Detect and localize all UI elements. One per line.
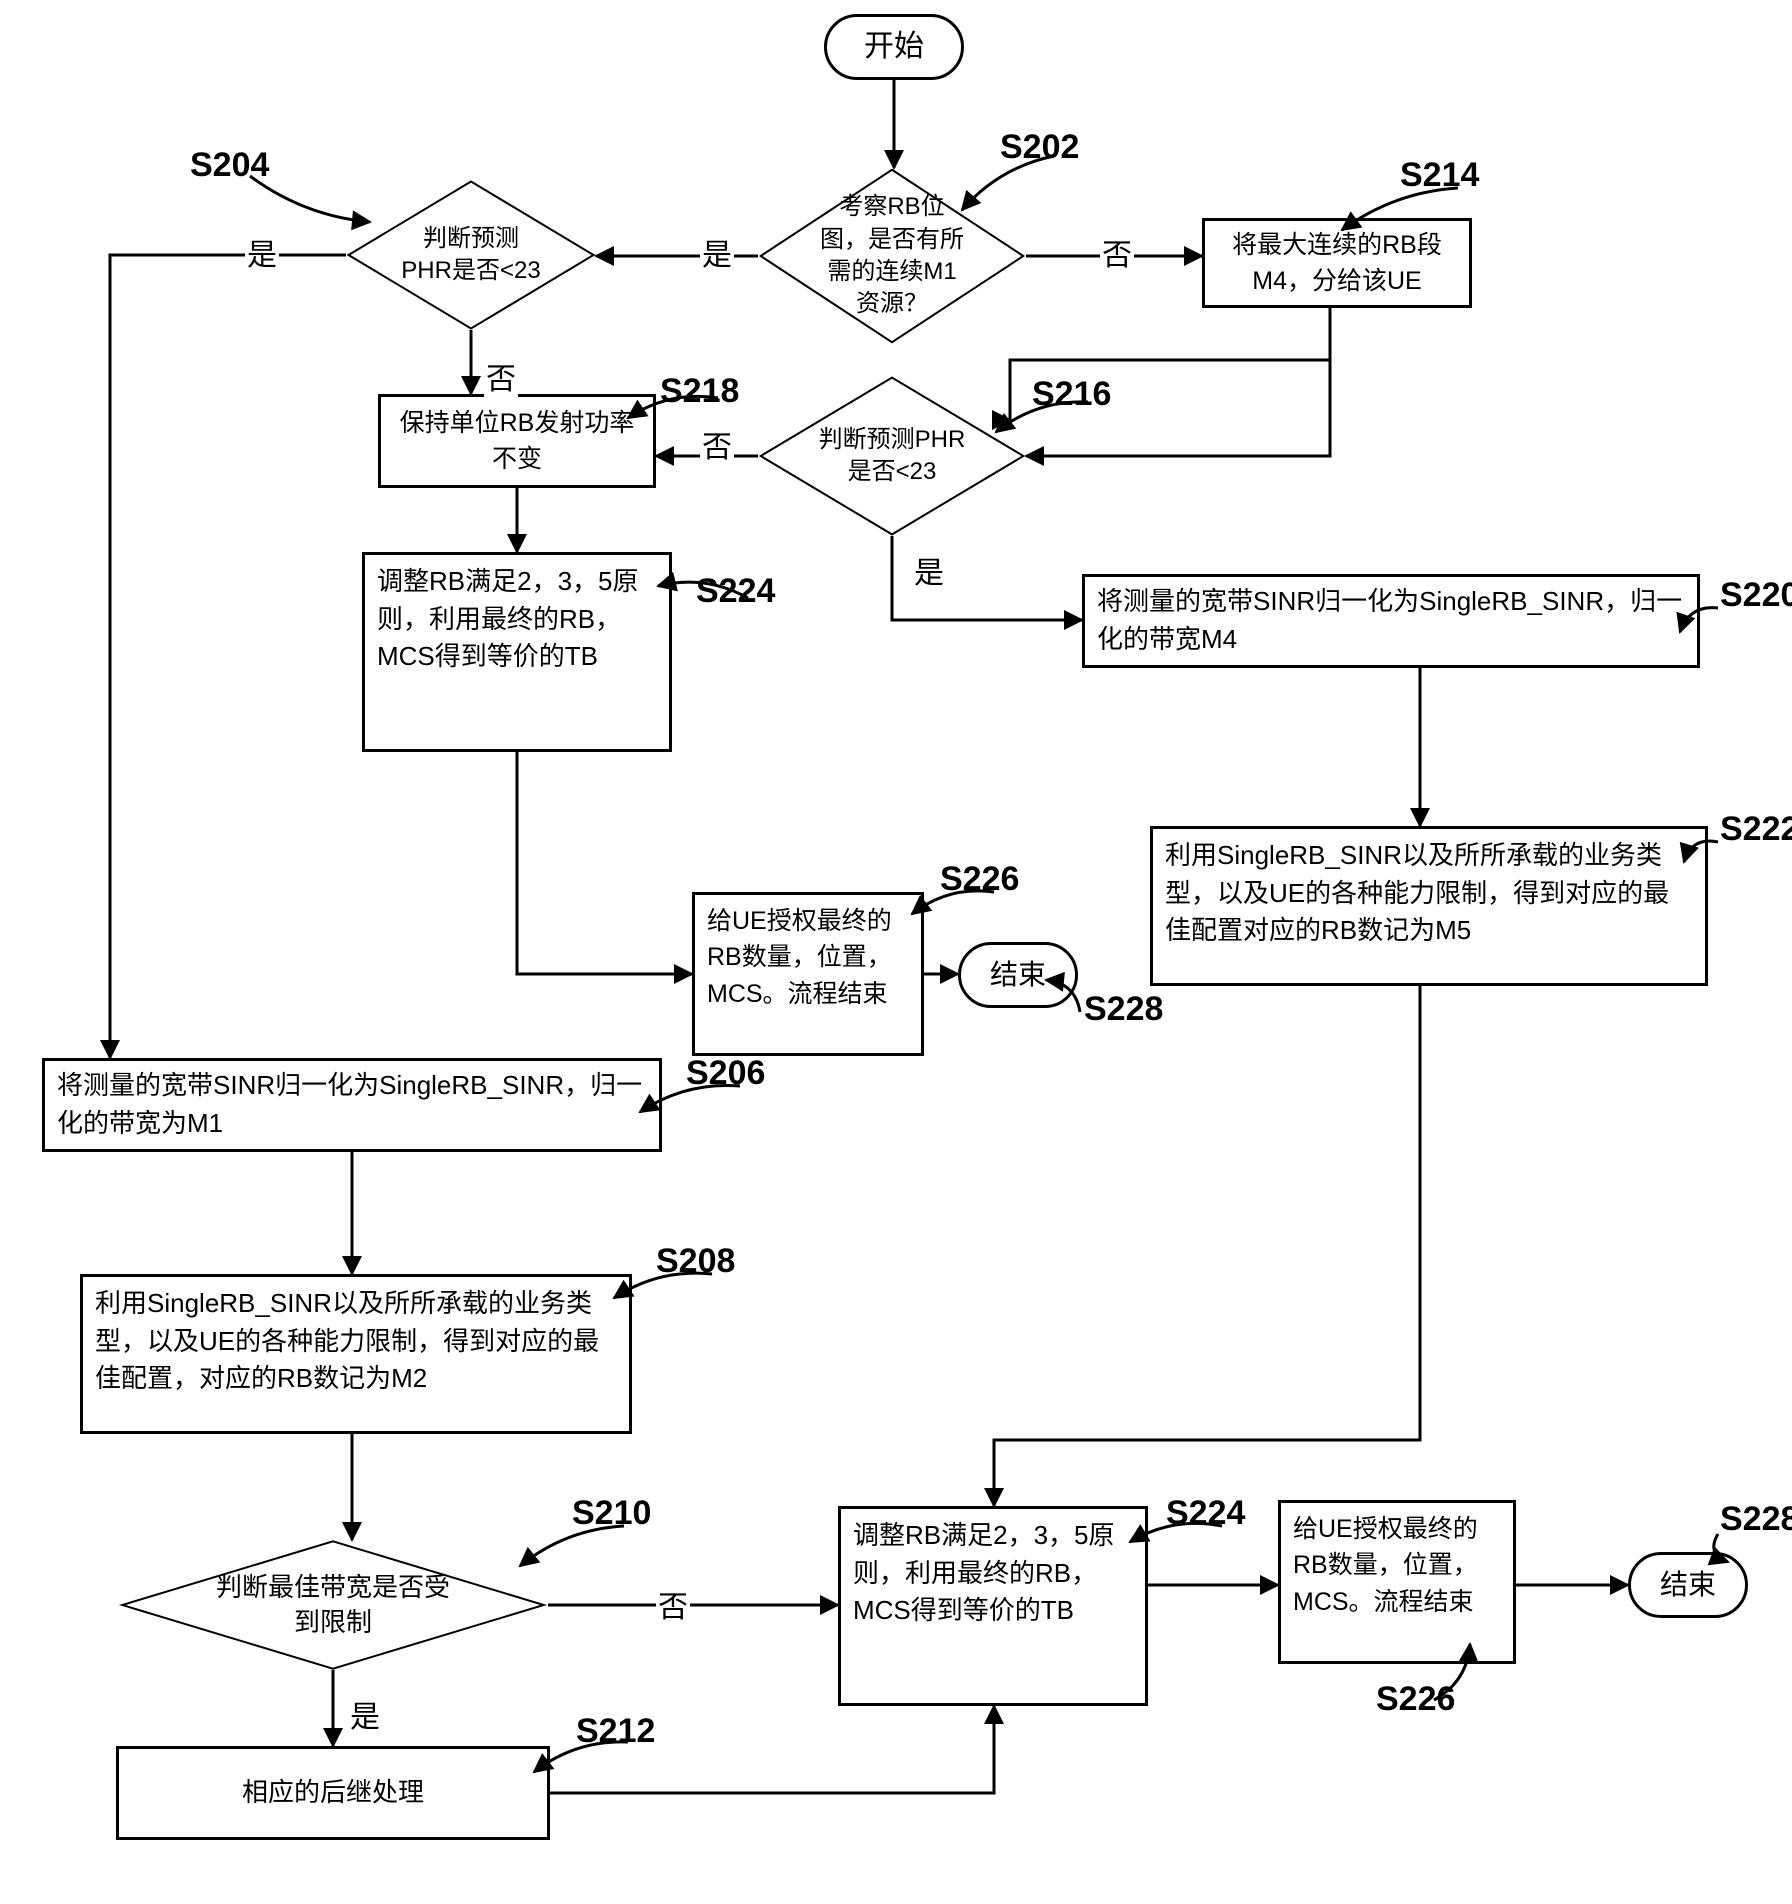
process-s224a: 调整RB满足2，3，5原则，利用最终的RB，MCS得到等价的TB [362,552,672,752]
step-tag-s218: S218 [660,372,739,411]
step-tag-s220: S220 [1720,576,1792,615]
edge-label: 否 [484,354,518,398]
start-label: 开始 [864,25,924,69]
process-s214: 将最大连续的RB段M4，分给该UE [1202,218,1472,308]
s226a-text: 给UE授权最终的RB数量，位置，MCS。流程结束 [707,903,909,1012]
s208-text: 利用SingleRB_SINR以及所所承载的业务类型，以及UE的各种能力限制，得… [95,1285,617,1398]
edge-label: 是 [348,1692,382,1736]
end-node-2: 结束 [1628,1552,1748,1618]
s212-text: 相应的后继处理 [242,1774,424,1812]
step-tag-s224a: S224 [696,572,775,611]
process-s226a: 给UE授权最终的RB数量，位置，MCS。流程结束 [692,892,924,1056]
edge-label: 否 [656,1582,690,1626]
s210-text: 判断最佳带宽是否受到限制 [213,1570,454,1640]
s216-text: 判断预测PHR是否<23 [817,424,967,489]
s218-text: 保持单位RB发射功率不变 [393,405,641,478]
end-label-1: 结束 [990,955,1046,996]
step-tag-s210: S210 [572,1494,651,1533]
s204-text: 判断预测PHR是否<23 [401,223,541,288]
step-tag-s226a: S226 [940,860,1019,899]
s220-text: 将测量的宽带SINR归一化为SingleRB_SINR，归一化的带宽M4 [1097,583,1685,658]
process-s224b: 调整RB满足2，3，5原则，利用最终的RB，MCS得到等价的TB [838,1506,1148,1706]
process-s226b: 给UE授权最终的RB数量，位置，MCS。流程结束 [1278,1500,1516,1664]
step-tag-s214: S214 [1400,156,1479,195]
start-node: 开始 [824,14,964,80]
end-label-2: 结束 [1660,1565,1716,1606]
decision-s216: 判断预测PHR是否<23 [758,376,1026,536]
edge-label: 否 [700,422,734,466]
step-tag-s226b: S226 [1376,1680,1455,1719]
edge-label: 否 [1100,230,1134,274]
edge-label: 是 [700,230,734,274]
decision-s204: 判断预测PHR是否<23 [346,180,596,330]
step-tag-s224b: S224 [1166,1494,1245,1533]
step-tag-s228b: S228 [1720,1500,1792,1539]
s206-text: 将测量的宽带SINR归一化为SingleRB_SINR，归一化的带宽为M1 [57,1067,647,1142]
step-tag-s206: S206 [686,1054,765,1093]
s226b-text: 给UE授权最终的RB数量，位置，MCS。流程结束 [1293,1511,1501,1620]
process-s206: 将测量的宽带SINR归一化为SingleRB_SINR，归一化的带宽为M1 [42,1058,662,1152]
step-tag-s212: S212 [576,1712,655,1751]
process-s222: 利用SingleRB_SINR以及所所承载的业务类型，以及UE的各种能力限制，得… [1150,826,1708,986]
step-tag-s208: S208 [656,1242,735,1281]
process-s218: 保持单位RB发射功率不变 [378,394,656,488]
step-tag-s204: S204 [190,146,269,185]
end-node-1: 结束 [958,942,1078,1008]
edge-label: 是 [245,230,279,274]
step-tag-s228a: S228 [1084,990,1163,1029]
process-s208: 利用SingleRB_SINR以及所所承载的业务类型，以及UE的各种能力限制，得… [80,1274,632,1434]
s214-text: 将最大连续的RB段M4，分给该UE [1217,227,1457,300]
process-s212: 相应的后继处理 [116,1746,550,1840]
decision-s210: 判断最佳带宽是否受到限制 [118,1540,548,1670]
edge-label: 是 [912,548,946,592]
s224a-text: 调整RB满足2，3，5原则，利用最终的RB，MCS得到等价的TB [377,563,657,676]
step-tag-s216: S216 [1032,375,1111,414]
s224b-text: 调整RB满足2，3，5原则，利用最终的RB，MCS得到等价的TB [853,1517,1133,1630]
step-tag-s202: S202 [1000,128,1079,167]
decision-s202: 考察RB位图，是否有所需的连续M1资源？ [758,168,1026,344]
step-tag-s222: S222 [1720,810,1792,849]
s222-text: 利用SingleRB_SINR以及所所承载的业务类型，以及UE的各种能力限制，得… [1165,837,1693,950]
process-s220: 将测量的宽带SINR归一化为SingleRB_SINR，归一化的带宽M4 [1082,574,1700,668]
s202-text: 考察RB位图，是否有所需的连续M1资源？ [817,191,967,321]
